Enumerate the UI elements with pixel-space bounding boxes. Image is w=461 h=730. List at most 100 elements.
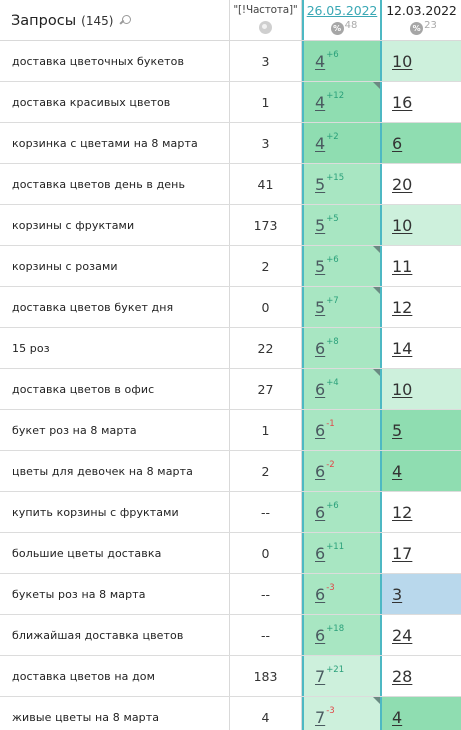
position-link[interactable]: 12 xyxy=(392,297,413,317)
query-cell[interactable]: доставка цветов в офис xyxy=(0,369,230,409)
position-cell-current[interactable]: 4 +12 xyxy=(302,82,382,122)
position-link[interactable]: 6 xyxy=(315,420,326,440)
position-cell-previous[interactable]: 10 xyxy=(382,41,461,81)
position-cell-current[interactable]: 5 +6 xyxy=(302,246,382,286)
position-link[interactable]: 6 xyxy=(315,461,326,481)
query-cell[interactable]: доставка цветов день в день xyxy=(0,164,230,204)
position-link[interactable]: 5 xyxy=(392,420,403,440)
date-label[interactable]: 26.05.2022 xyxy=(306,3,378,18)
position-link[interactable]: 14 xyxy=(392,338,413,358)
position-cell-current[interactable]: 7 -3 xyxy=(302,697,382,730)
position-cell-previous[interactable]: 14 xyxy=(382,328,461,368)
position-cell-previous[interactable]: 10 xyxy=(382,205,461,245)
position-link[interactable]: 10 xyxy=(392,379,413,399)
position-link[interactable]: 12 xyxy=(392,502,413,522)
position-link[interactable]: 6 xyxy=(392,133,403,153)
position-cell-previous[interactable]: 10 xyxy=(382,369,461,409)
queries-header[interactable]: Запросы (145) xyxy=(0,0,230,40)
position-link[interactable]: 16 xyxy=(392,92,413,112)
position-link[interactable]: 6 xyxy=(315,584,326,604)
position-cell-current[interactable]: 6 +8 xyxy=(302,328,382,368)
position-link[interactable]: 24 xyxy=(392,625,413,645)
position-link[interactable]: 28 xyxy=(392,666,413,686)
position-cell-previous[interactable]: 20 xyxy=(382,164,461,204)
query-cell[interactable]: корзины с розами xyxy=(0,246,230,286)
position-cell-previous[interactable]: 28 xyxy=(382,656,461,696)
position-link[interactable]: 4 xyxy=(315,133,326,153)
position-link[interactable]: 5 xyxy=(315,174,326,194)
position-link[interactable]: 7 xyxy=(315,666,326,686)
position-link[interactable]: 4 xyxy=(392,461,403,481)
position-cell-previous[interactable]: 24 xyxy=(382,615,461,655)
position-cell-previous[interactable]: 12 xyxy=(382,287,461,327)
position-cell-previous[interactable]: 11 xyxy=(382,246,461,286)
position-link[interactable]: 6 xyxy=(315,625,326,645)
position-cell-previous[interactable]: 12 xyxy=(382,492,461,532)
position-link[interactable]: 17 xyxy=(392,543,413,563)
position-cell-current[interactable]: 5 +15 xyxy=(302,164,382,204)
position-cell-current[interactable]: 6 +11 xyxy=(302,533,382,573)
position-link[interactable]: 11 xyxy=(392,256,413,276)
position-link[interactable]: 10 xyxy=(392,215,413,235)
position-delta: +21 xyxy=(326,665,345,675)
query-cell[interactable]: большие цветы доставка xyxy=(0,533,230,573)
position-link[interactable]: 5 xyxy=(315,215,326,235)
position-cell-previous[interactable]: 17 xyxy=(382,533,461,573)
position-cell-current[interactable]: 6 -3 xyxy=(302,574,382,614)
position-link[interactable]: 10 xyxy=(392,51,413,71)
position-link[interactable]: 6 xyxy=(315,379,326,399)
query-cell[interactable]: купить корзины с фруктами xyxy=(0,492,230,532)
position-link[interactable]: 4 xyxy=(315,92,326,112)
position-link[interactable]: 7 xyxy=(315,707,326,727)
query-cell[interactable]: корзинка с цветами на 8 марта xyxy=(0,123,230,163)
position-link[interactable]: 5 xyxy=(315,256,326,276)
search-icon[interactable] xyxy=(118,14,132,28)
position-cell-current[interactable]: 5 +7 xyxy=(302,287,382,327)
position-cell-current[interactable]: 6 -2 xyxy=(302,451,382,491)
query-cell[interactable]: живые цветы на 8 марта xyxy=(0,697,230,730)
query-cell[interactable]: ближайшая доставка цветов xyxy=(0,615,230,655)
corner-marker-icon xyxy=(373,697,380,704)
date-column-header-1[interactable]: 26.05.2022 % 48 xyxy=(302,0,382,40)
frequency-cell: -- xyxy=(230,615,302,655)
query-cell[interactable]: доставка цветочных букетов xyxy=(0,41,230,81)
query-cell[interactable]: букеты роз на 8 марта xyxy=(0,574,230,614)
table-row: корзины с фруктами 173 5 +5 10 xyxy=(0,205,461,246)
position-cell-previous[interactable]: 5 xyxy=(382,410,461,450)
position-cell-previous[interactable]: 16 xyxy=(382,82,461,122)
position-link[interactable]: 3 xyxy=(392,584,403,604)
query-cell[interactable]: цветы для девочек на 8 марта xyxy=(0,451,230,491)
frequency-header[interactable]: "[!Частота]" xyxy=(230,0,302,40)
position-delta: -1 xyxy=(326,419,335,429)
position-cell-current[interactable]: 6 +6 xyxy=(302,492,382,532)
date-label[interactable]: 12.03.2022 xyxy=(386,3,457,18)
position-cell-current[interactable]: 6 +18 xyxy=(302,615,382,655)
date-column-header-2[interactable]: 12.03.2022 % 23 xyxy=(382,0,461,40)
position-link[interactable]: 6 xyxy=(315,338,326,358)
query-cell[interactable]: корзины с фруктами xyxy=(0,205,230,245)
frequency-value: 0 xyxy=(261,299,270,315)
position-link[interactable]: 4 xyxy=(392,707,403,727)
position-cell-previous[interactable]: 4 xyxy=(382,697,461,730)
position-link[interactable]: 20 xyxy=(392,174,413,194)
query-cell[interactable]: доставка красивых цветов xyxy=(0,82,230,122)
position-link[interactable]: 4 xyxy=(315,51,326,71)
position-cell-previous[interactable]: 4 xyxy=(382,451,461,491)
position-cell-current[interactable]: 6 +4 xyxy=(302,369,382,409)
query-text: букет роз на 8 марта xyxy=(12,423,137,437)
position-cell-current[interactable]: 5 +5 xyxy=(302,205,382,245)
position-cell-previous[interactable]: 3 xyxy=(382,574,461,614)
position-cell-previous[interactable]: 6 xyxy=(382,123,461,163)
query-cell[interactable]: букет роз на 8 марта xyxy=(0,410,230,450)
query-cell[interactable]: доставка цветов букет дня xyxy=(0,287,230,327)
position-cell-current[interactable]: 4 +6 xyxy=(302,41,382,81)
query-cell[interactable]: 15 роз xyxy=(0,328,230,368)
position-cell-current[interactable]: 6 -1 xyxy=(302,410,382,450)
query-cell[interactable]: доставка цветов на дом xyxy=(0,656,230,696)
position-link[interactable]: 6 xyxy=(315,502,326,522)
position-cell-current[interactable]: 4 +2 xyxy=(302,123,382,163)
position-delta: +15 xyxy=(326,173,345,183)
position-link[interactable]: 6 xyxy=(315,543,326,563)
position-link[interactable]: 5 xyxy=(315,297,326,317)
position-cell-current[interactable]: 7 +21 xyxy=(302,656,382,696)
